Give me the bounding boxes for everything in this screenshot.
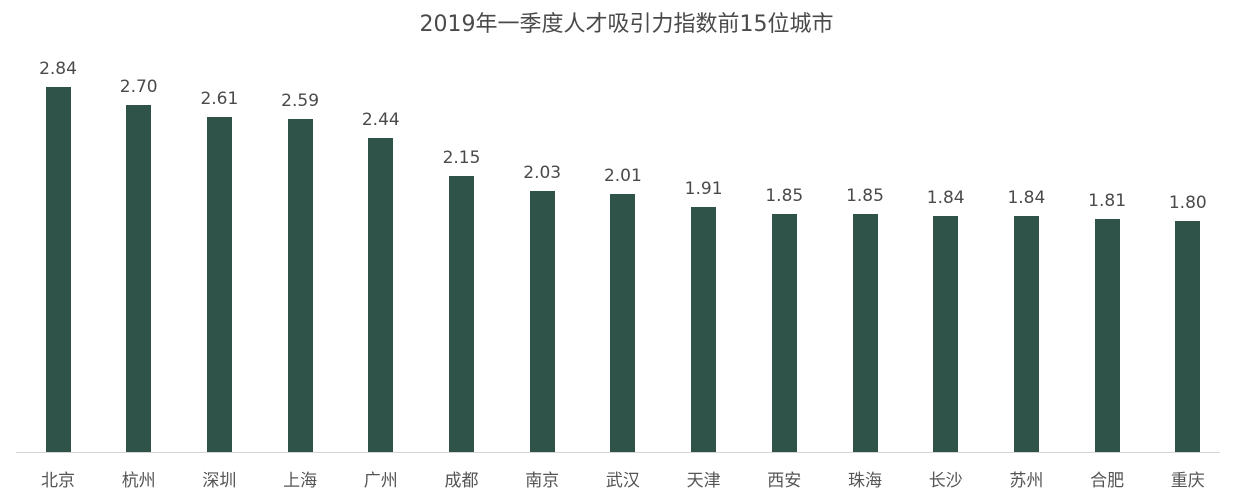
data-label: 1.84 <box>1007 187 1046 208</box>
data-label: 1.80 <box>1168 192 1207 213</box>
data-label: 2.01 <box>603 165 642 186</box>
x-tick-label: 武汉 <box>605 471 640 491</box>
x-tick-label: 成都 <box>444 471 479 491</box>
x-tick-label: 天津 <box>686 471 721 491</box>
x-tick-label: 上海 <box>283 471 318 491</box>
x-tick-label: 南京 <box>525 471 560 491</box>
x-tick-label: 西安 <box>767 471 802 491</box>
bar <box>45 87 71 452</box>
x-tick-label: 杭州 <box>121 471 156 491</box>
data-label: 2.15 <box>442 147 481 168</box>
data-label: 2.03 <box>523 163 562 184</box>
data-label: 1.81 <box>1088 191 1127 212</box>
x-tick-label: 合肥 <box>1090 471 1125 491</box>
x-axis-line <box>16 452 1220 453</box>
bar <box>206 116 232 452</box>
x-tick-label: 重庆 <box>1170 471 1205 491</box>
data-label: 1.85 <box>765 186 804 207</box>
data-label: 2.59 <box>281 91 320 112</box>
data-label: 1.85 <box>846 186 884 207</box>
x-tick-label: 长沙 <box>928 471 963 491</box>
data-label: 2.70 <box>119 77 158 98</box>
data-label: 2.61 <box>200 88 239 109</box>
x-tick-label: 北京 <box>41 471 75 491</box>
x-tick-label: 深圳 <box>202 471 237 491</box>
data-label: 2.44 <box>361 110 400 131</box>
data-label: 1.91 <box>684 178 723 199</box>
bar <box>1175 220 1201 452</box>
chart-title: 2019年一季度人才吸引力指数前15位城市 <box>419 12 834 37</box>
x-tick-label: 珠海 <box>848 471 882 491</box>
bar <box>449 175 474 452</box>
bar <box>852 214 878 452</box>
bar <box>1094 219 1120 452</box>
bar <box>1013 215 1039 452</box>
data-label: 1.84 <box>926 187 965 208</box>
data-label: 2.84 <box>39 59 77 80</box>
x-tick-label: 广州 <box>363 471 398 491</box>
bar <box>691 206 717 452</box>
bar <box>933 215 959 452</box>
bar <box>126 105 152 452</box>
bar <box>529 191 555 452</box>
bar <box>771 214 797 452</box>
bar <box>610 193 636 452</box>
bar <box>287 119 313 452</box>
bar <box>368 138 394 452</box>
x-tick-label: 苏州 <box>1009 471 1044 491</box>
